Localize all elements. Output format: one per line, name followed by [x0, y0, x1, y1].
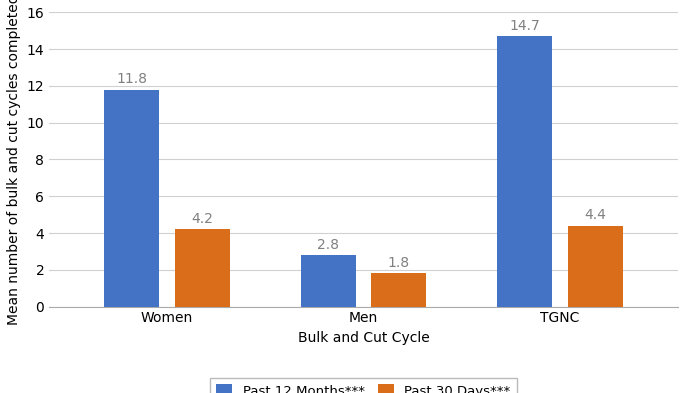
X-axis label: Bulk and Cut Cycle: Bulk and Cut Cycle — [298, 331, 429, 345]
Text: 1.8: 1.8 — [388, 256, 410, 270]
Text: 11.8: 11.8 — [116, 72, 147, 86]
Y-axis label: Mean number of bulk and cut cycles completed: Mean number of bulk and cut cycles compl… — [7, 0, 21, 325]
Bar — [497, 36, 552, 307]
Text: 4.2: 4.2 — [192, 212, 213, 226]
Bar — [301, 255, 356, 307]
Bar — [104, 90, 159, 307]
Text: 4.4: 4.4 — [584, 208, 606, 222]
Bar — [175, 230, 230, 307]
Bar — [371, 274, 427, 307]
Text: 14.7: 14.7 — [510, 19, 540, 33]
Bar — [568, 226, 623, 307]
Text: 2.8: 2.8 — [317, 238, 339, 252]
Legend: Past 12 Months***, Past 30 Days***: Past 12 Months***, Past 30 Days*** — [210, 378, 517, 393]
